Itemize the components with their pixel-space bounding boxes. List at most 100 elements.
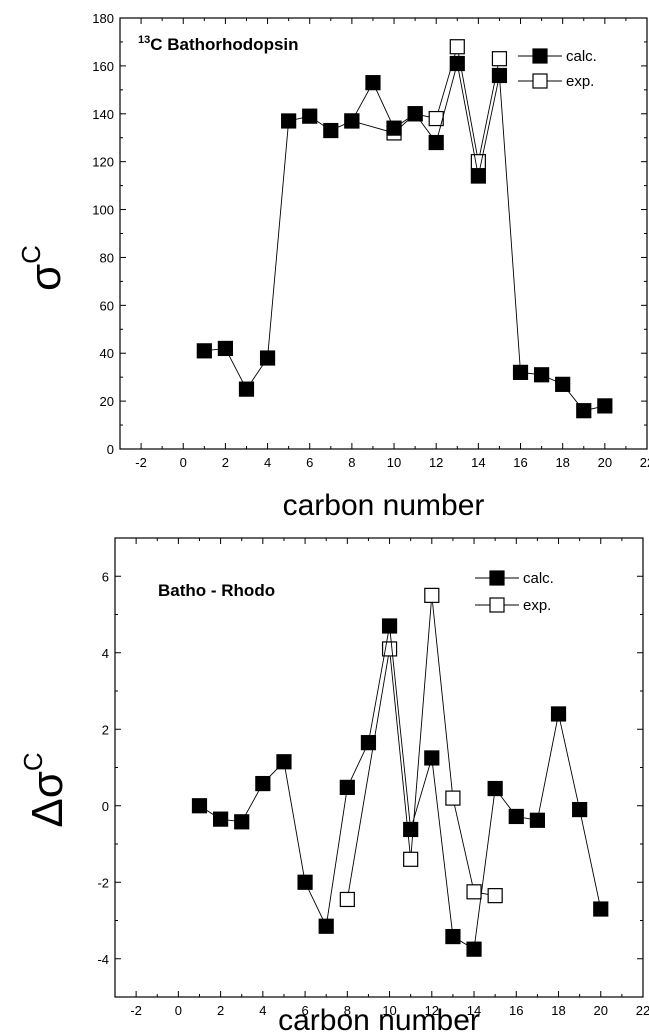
c1-x-tick-label: 14 [467, 1003, 481, 1018]
c1-y-tick-label: 2 [102, 722, 109, 737]
c0-exp-point [491, 51, 508, 67]
c1-y-tick-label: 0 [102, 799, 109, 814]
c1-calc-point [276, 754, 292, 770]
c0-x-tick-label: 0 [180, 455, 187, 470]
c1-exp-point [466, 884, 482, 900]
c1-plot-frame [114, 537, 644, 998]
c0-calc-point [428, 134, 444, 151]
c0-x-axis-label: carbon number [283, 489, 485, 522]
c1-y-tick-label: 6 [102, 569, 109, 584]
c0-y-tick-label: 160 [92, 59, 114, 74]
c0-calc-point [344, 113, 360, 129]
c1-calc-point [424, 750, 440, 766]
c1-x-tick-label: 6 [301, 1003, 308, 1018]
c1-x-tick-label: 0 [175, 1003, 182, 1018]
c1-x-tick-label: 8 [344, 1003, 351, 1018]
c0-calc-point [449, 55, 465, 72]
c0-x-tick-label: 14 [471, 455, 485, 470]
c0-calc-point [576, 403, 592, 419]
c1-x-tick-label: 10 [382, 1003, 396, 1018]
c0-title-isotope-mass: 13 [138, 34, 150, 46]
c1-legend-label-calc: calc. [523, 570, 554, 587]
c1-calc-point [191, 798, 208, 814]
c1-calc-point [213, 811, 229, 827]
c0-x-tick-label: 10 [387, 455, 401, 470]
c0-calc-point [302, 108, 318, 124]
c0-series-calc [196, 55, 613, 419]
c1-calc-point [487, 780, 503, 797]
c0-series-line-exp [351, 46, 500, 162]
c1-x-axis-label: carbon number [278, 1004, 480, 1034]
c0-calc-point [407, 106, 423, 122]
c0-y-tick-label: 60 [100, 298, 114, 313]
c0-calc-point [597, 398, 613, 414]
c0-legend-marker-calc [532, 48, 548, 64]
c0-calc-point [386, 120, 402, 136]
c1-legend-marker-exp [489, 597, 505, 613]
c0-y-tick-label: 80 [100, 250, 114, 265]
c0-calc-point [259, 350, 276, 366]
c1-calc-point [550, 706, 567, 722]
c0-y-tick-label: 180 [92, 11, 114, 26]
c0-y-tick-label: 0 [107, 442, 114, 457]
c0-calc-point [238, 381, 255, 397]
c1-calc-point [297, 874, 313, 890]
c0-title-text: Bathorhodopsin [167, 35, 298, 54]
c1-calc-point [572, 801, 588, 818]
c0-x-tick-label: 18 [555, 455, 569, 470]
c1-x-tick-label: 18 [551, 1003, 565, 1018]
c1-exp-point [339, 891, 355, 908]
c0-y-axis-label-superscript: C [16, 245, 46, 264]
c1-exp-point [487, 888, 503, 904]
bathorhodopsin-chart: -2 0 2 4 6 8 10 12 14 16 18 20 22 0 20 40 60 80 100 120 140 1… [16, 11, 649, 522]
c0-legend-label-exp: exp. [566, 73, 594, 90]
c1-legend-marker-calc [489, 570, 505, 586]
c0-calc-point [491, 67, 508, 84]
c1-calc-point [508, 808, 524, 825]
c1-calc-point [593, 901, 609, 917]
c1-calc-point [445, 928, 461, 945]
c0-exp-point [449, 39, 465, 55]
c1-y-axis-label-superscript: C [18, 752, 48, 771]
c0-calc-point [512, 364, 529, 380]
c1-y-tick-label: 4 [102, 646, 109, 661]
c1-calc-point [360, 735, 377, 751]
c0-x-tick-label: 8 [348, 455, 355, 470]
c0-x-tick-label: 6 [306, 455, 313, 470]
c0-calc-point [533, 367, 550, 383]
c1-x-tick-label: 12 [425, 1003, 439, 1018]
c0-legend-label-calc: calc. [566, 48, 597, 65]
c0-x-tick-label: 4 [264, 455, 271, 470]
c1-chart-title: Batho - Rhodo [158, 581, 275, 600]
c0-y-tick-label: 140 [92, 107, 114, 122]
c0-x-tick-label: -2 [135, 455, 147, 470]
c0-y-axis-label: σC [16, 245, 70, 291]
c0-calc-point [196, 343, 212, 359]
c0-title-element: C [150, 35, 167, 54]
c1-x-tick-label: 4 [259, 1003, 266, 1018]
c0-legend-marker-exp [532, 73, 548, 89]
c1-x-tick-label: 2 [217, 1003, 224, 1018]
c1-legend-label-exp: exp. [523, 597, 551, 614]
c0-calc-point [365, 75, 381, 91]
c0-series-exp [344, 39, 508, 170]
c1-series-exp [339, 587, 503, 908]
c0-legend: calc. exp. [518, 48, 597, 90]
c0-calc-point [555, 376, 571, 392]
c1-y-axis-label-main: Δσ [23, 771, 72, 828]
c0-y-tick-label: 40 [100, 346, 114, 361]
c0-exp-point [470, 154, 486, 170]
c1-x-tick-label: 20 [594, 1003, 608, 1018]
c0-calc-point [323, 122, 339, 139]
c1-calc-point [318, 918, 334, 934]
c0-exp-point [428, 110, 444, 127]
c1-y-tick-label: -2 [97, 875, 109, 890]
c1-calc-point [255, 775, 271, 792]
c0-y-tick-label: 120 [92, 155, 114, 170]
c0-x-tick-label: 22 [640, 455, 649, 470]
c1-calc-point [403, 821, 419, 838]
c1-x-tick-label: 22 [636, 1003, 649, 1018]
c0-x-tick-label: 12 [429, 455, 443, 470]
